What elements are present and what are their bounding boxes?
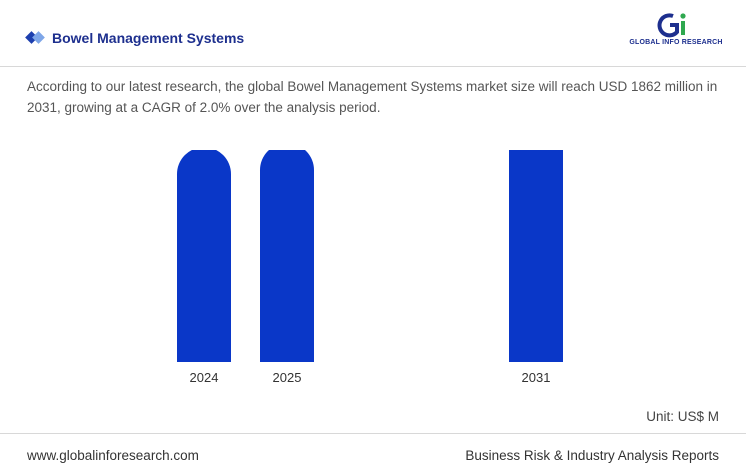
bar-2024	[177, 150, 231, 362]
company-logo: GLOBAL INFO RESEARCH	[626, 12, 726, 52]
page-title: Bowel Management Systems	[52, 30, 245, 46]
logo-icon	[657, 13, 686, 38]
header: Bowel Management Systems GLOBAL INFO RES…	[0, 0, 746, 66]
description-text: According to our latest research, the gl…	[27, 79, 718, 115]
footer-tagline: Business Risk & Industry Analysis Report…	[465, 448, 719, 463]
bar-2025	[260, 150, 314, 362]
diamond-icon	[25, 31, 46, 45]
footer-website[interactable]: www.globalinforesearch.com	[27, 448, 199, 463]
x-tick-label-2025: 2025	[273, 370, 302, 385]
unit-label: Unit: US$ M	[646, 409, 719, 424]
x-tick-label-2024: 2024	[190, 370, 219, 385]
header-divider	[0, 66, 746, 67]
x-tick-label-2031: 2031	[522, 370, 551, 385]
bar-2031	[509, 150, 563, 362]
logo-text: GLOBAL INFO RESEARCH	[629, 39, 723, 46]
bar-chart: 1,62820241,65820251,8622031CAGR2.0%	[177, 150, 563, 385]
title-group: Bowel Management Systems	[25, 30, 245, 46]
footer-divider	[0, 433, 746, 434]
